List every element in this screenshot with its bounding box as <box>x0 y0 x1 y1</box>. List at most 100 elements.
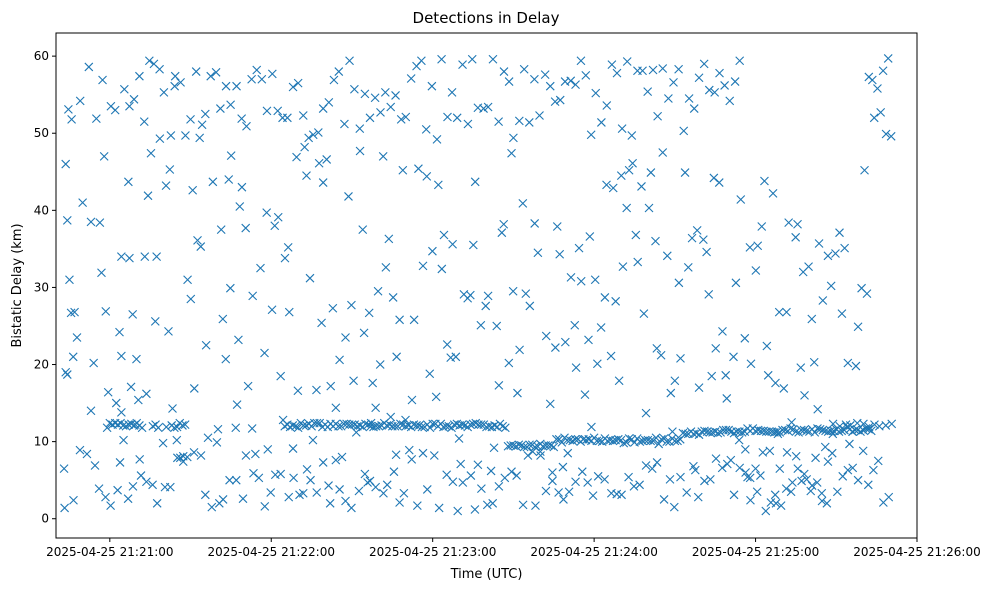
data-point <box>646 168 656 177</box>
data-point <box>344 192 353 201</box>
data-point <box>715 68 724 78</box>
data-point <box>347 503 356 513</box>
data-point <box>489 443 499 453</box>
data-point <box>745 473 755 483</box>
data-point <box>753 241 763 251</box>
data-point <box>508 286 518 296</box>
data-point <box>720 81 730 90</box>
data-point <box>651 433 661 443</box>
data-point <box>442 340 452 349</box>
y-axis-title: Bistatic Delay (km) <box>10 223 25 347</box>
data-point <box>380 87 390 97</box>
data-point <box>188 185 198 195</box>
data-point <box>196 451 206 460</box>
data-point <box>386 102 396 112</box>
data-point <box>758 448 768 457</box>
data-point <box>509 133 518 143</box>
data-point <box>84 62 94 72</box>
data-point <box>574 243 584 253</box>
data-point <box>158 438 168 448</box>
data-point <box>674 278 684 288</box>
data-point <box>587 422 596 432</box>
data-point <box>473 460 483 470</box>
data-point <box>554 488 563 497</box>
data-point <box>148 421 158 431</box>
data-point <box>382 480 392 490</box>
data-point <box>95 218 105 228</box>
data-point <box>624 472 633 482</box>
data-point <box>807 481 817 490</box>
data-point <box>745 242 755 252</box>
data-point <box>335 485 344 494</box>
data-point <box>195 133 205 143</box>
data-point <box>566 273 576 282</box>
data-point <box>170 81 180 91</box>
data-point <box>648 65 658 75</box>
data-point <box>247 424 257 433</box>
data-point <box>155 64 164 74</box>
data-point <box>341 496 350 506</box>
data-point <box>490 421 499 430</box>
data-point <box>593 471 603 481</box>
data-point <box>231 475 241 485</box>
data-point <box>806 486 816 496</box>
data-point <box>652 458 662 467</box>
data-point <box>521 289 531 298</box>
data-point <box>641 461 651 470</box>
data-point <box>546 441 556 450</box>
data-point <box>417 422 427 432</box>
data-point <box>718 326 727 336</box>
data-point <box>422 172 432 181</box>
data-point <box>208 177 218 187</box>
x-axis-title: Time (UTC) <box>450 567 523 582</box>
data-point <box>862 289 872 298</box>
data-point <box>571 477 580 487</box>
data-point <box>221 81 231 91</box>
data-point <box>837 309 847 319</box>
data-point <box>519 442 529 452</box>
data-point <box>128 310 138 319</box>
data-point <box>125 101 134 111</box>
data-point <box>213 424 223 434</box>
data-point <box>515 345 524 355</box>
data-point <box>827 448 837 458</box>
data-point <box>216 225 226 234</box>
data-point <box>734 435 744 445</box>
data-point <box>535 111 544 120</box>
data-point <box>486 466 496 476</box>
data-point <box>260 502 270 511</box>
data-point <box>465 420 475 430</box>
data-point <box>590 275 600 285</box>
data-point <box>429 451 439 460</box>
data-point <box>525 440 534 450</box>
data-point <box>810 427 820 437</box>
data-point <box>172 453 182 463</box>
data-point <box>331 455 341 465</box>
data-point <box>354 486 364 496</box>
data-point <box>512 471 522 480</box>
data-point <box>182 452 192 462</box>
data-point <box>653 111 663 121</box>
data-point <box>476 484 486 494</box>
data-point <box>135 454 145 464</box>
data-point <box>576 276 586 286</box>
data-point <box>116 351 126 361</box>
data-point <box>302 464 312 474</box>
data-point <box>641 408 651 418</box>
data-point <box>760 176 769 186</box>
data-point <box>770 490 780 500</box>
data-point <box>887 419 897 429</box>
data-point <box>102 423 112 433</box>
data-point <box>627 131 637 140</box>
data-point <box>820 442 830 452</box>
data-point <box>358 225 368 234</box>
data-point <box>175 453 185 463</box>
data-point <box>740 333 750 343</box>
data-point <box>75 445 85 455</box>
data-point <box>530 442 540 452</box>
data-point <box>231 423 241 433</box>
data-point <box>370 93 380 103</box>
data-point <box>241 223 251 233</box>
data-point <box>635 480 644 490</box>
data-point <box>555 249 565 259</box>
